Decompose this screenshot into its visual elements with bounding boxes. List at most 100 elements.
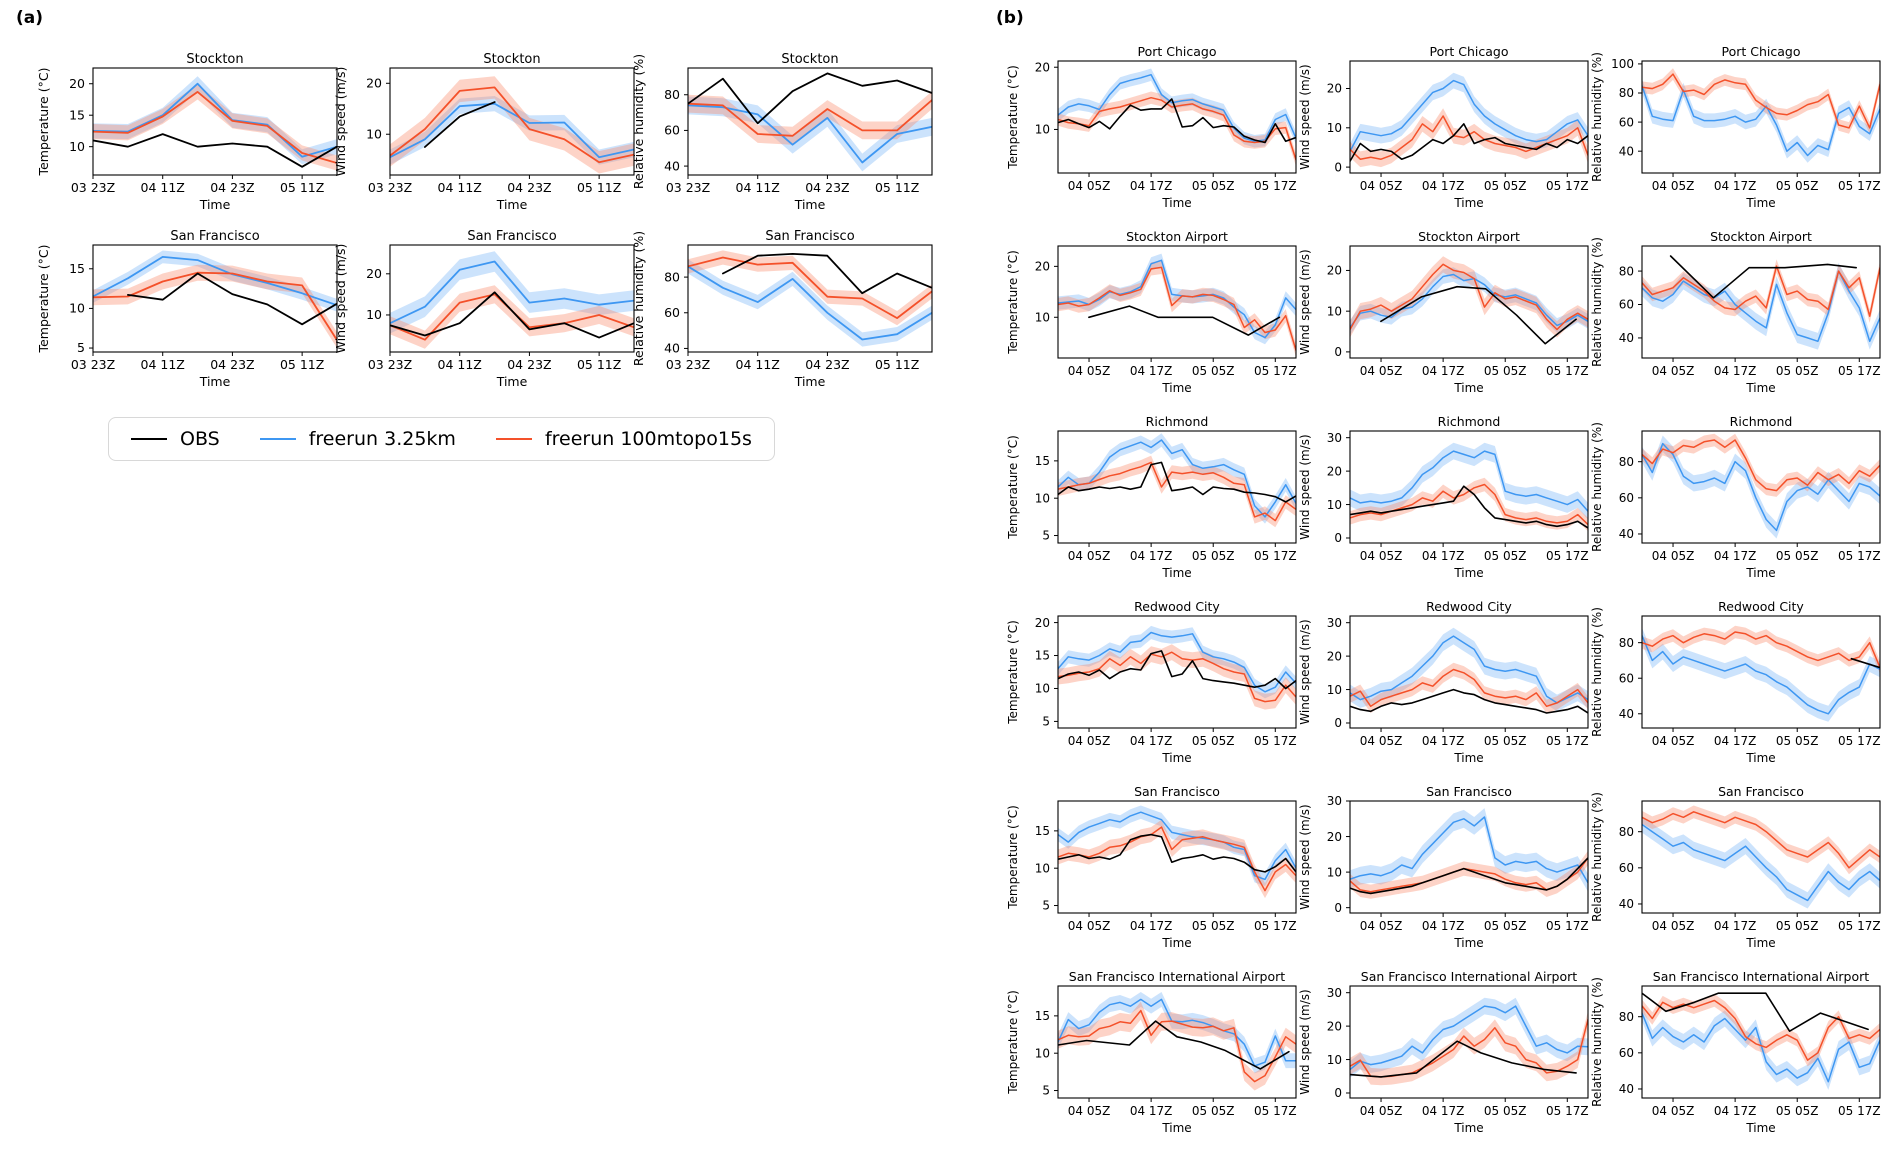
svg-text:30: 30 xyxy=(1327,986,1342,1000)
band-freerun-3.25km xyxy=(390,96,634,165)
svg-text:40: 40 xyxy=(664,341,680,356)
svg-text:05 17Z: 05 17Z xyxy=(1254,919,1297,933)
svg-text:05 05Z: 05 05Z xyxy=(1192,734,1235,748)
svg-text:0: 0 xyxy=(1334,345,1342,359)
svg-text:Temperature (°C): Temperature (°C) xyxy=(1006,805,1020,910)
svg-text:40: 40 xyxy=(1619,707,1634,721)
chart-b-0-1: Port Chicago Wind speed (m/s) 0 10 20 04 05Z 0… xyxy=(1298,44,1589,210)
svg-text:80: 80 xyxy=(1619,1010,1634,1024)
svg-text:40: 40 xyxy=(664,158,680,173)
svg-text:Temperature (°C): Temperature (°C) xyxy=(1006,620,1020,725)
svg-text:04 17Z: 04 17Z xyxy=(1714,179,1757,193)
svg-text:15: 15 xyxy=(1035,649,1050,663)
svg-text:80: 80 xyxy=(1619,86,1634,100)
svg-text:05 05Z: 05 05Z xyxy=(1192,364,1235,378)
band-freerun-100mtopo15s xyxy=(1058,260,1296,357)
svg-text:Relative humidity (%): Relative humidity (%) xyxy=(1590,977,1604,1107)
line-freerun-3.25km xyxy=(1642,1012,1880,1083)
svg-text:03 23Z: 03 23Z xyxy=(71,180,115,195)
svg-text:15: 15 xyxy=(69,107,85,122)
svg-text:20: 20 xyxy=(1327,82,1342,96)
line-freerun-100mtopo15s xyxy=(93,91,337,164)
chart-b-0-0: Port Chicago Temperature (°C) 10 20 04 05Z 04… xyxy=(1006,44,1297,210)
svg-text:05 17Z: 05 17Z xyxy=(1838,1104,1881,1118)
band-freerun-3.25km xyxy=(1642,1005,1880,1090)
svg-text:Time: Time xyxy=(1453,196,1483,210)
svg-text:04 17Z: 04 17Z xyxy=(1422,919,1465,933)
svg-text:04 17Z: 04 17Z xyxy=(1714,734,1757,748)
svg-text:Relative humidity (%): Relative humidity (%) xyxy=(1590,237,1604,367)
band-freerun-3.25km xyxy=(688,96,932,172)
svg-text:05 05Z: 05 05Z xyxy=(1776,364,1819,378)
svg-text:04 23Z: 04 23Z xyxy=(805,357,849,372)
svg-text:04 17Z: 04 17Z xyxy=(1714,1104,1757,1118)
chart-b-0-2: Port Chicago Relative humidity (%) 40 60 80 1… xyxy=(1590,44,1881,210)
line-freerun-100mtopo15s xyxy=(1058,651,1296,703)
line-freerun-100mtopo15s xyxy=(688,256,932,319)
svg-text:Wind speed (m/s): Wind speed (m/s) xyxy=(1298,804,1312,909)
svg-text:05 05Z: 05 05Z xyxy=(1776,919,1819,933)
svg-text:0: 0 xyxy=(1334,531,1342,545)
svg-text:Wind speed (m/s): Wind speed (m/s) xyxy=(1298,989,1312,1094)
svg-text:04 17Z: 04 17Z xyxy=(1130,179,1173,193)
svg-text:04 17Z: 04 17Z xyxy=(1422,364,1465,378)
svg-text:30: 30 xyxy=(1327,616,1342,630)
line-obs xyxy=(1350,857,1588,895)
svg-text:100: 100 xyxy=(1611,57,1634,71)
band-freerun-100mtopo15s xyxy=(1058,1001,1296,1091)
svg-text:San Francisco: San Francisco xyxy=(170,229,259,244)
svg-text:San Francisco: San Francisco xyxy=(765,229,854,244)
svg-text:05 11Z: 05 11Z xyxy=(280,357,324,372)
svg-text:40: 40 xyxy=(1619,144,1634,158)
svg-text:Wind speed (m/s): Wind speed (m/s) xyxy=(1298,64,1312,169)
svg-text:04 05Z: 04 05Z xyxy=(1360,179,1403,193)
line-freerun-3.25km xyxy=(688,104,932,164)
svg-text:San Francisco: San Francisco xyxy=(1718,784,1804,799)
svg-text:04 05Z: 04 05Z xyxy=(1360,364,1403,378)
band-freerun-100mtopo15s xyxy=(1350,477,1588,532)
band-freerun-3.25km xyxy=(1642,78,1880,163)
chart-b-1-1: Stockton Airport Wind speed (m/s) 0 10 20 04 … xyxy=(1298,229,1589,395)
line-freerun-100mtopo15s xyxy=(1642,811,1880,869)
line-freerun-100mtopo15s xyxy=(1642,73,1880,129)
svg-text:10: 10 xyxy=(1035,682,1050,696)
svg-text:20: 20 xyxy=(1327,649,1342,663)
band-freerun-3.25km xyxy=(1642,262,1880,350)
svg-text:04 05Z: 04 05Z xyxy=(1652,1104,1695,1118)
svg-text:05 17Z: 05 17Z xyxy=(1254,364,1297,378)
svg-text:0: 0 xyxy=(1334,1086,1342,1100)
svg-text:04 05Z: 04 05Z xyxy=(1652,734,1695,748)
svg-text:04 05Z: 04 05Z xyxy=(1652,549,1695,563)
svg-text:04 05Z: 04 05Z xyxy=(1068,1104,1111,1118)
line-obs xyxy=(1850,657,1880,669)
line-freerun-100mtopo15s xyxy=(1058,1009,1296,1083)
chart-b-3-1: Redwood City Wind speed (m/s) 0 10 20 30 04 05… xyxy=(1298,599,1589,765)
svg-text:05 05Z: 05 05Z xyxy=(1192,549,1235,563)
band-freerun-3.25km xyxy=(1642,627,1880,722)
band-freerun-100mtopo15s xyxy=(1350,108,1588,168)
svg-text:Relative humidity (%): Relative humidity (%) xyxy=(632,231,646,366)
band-freerun-3.25km xyxy=(1058,68,1296,148)
line-freerun-3.25km xyxy=(93,82,337,158)
svg-text:04 11Z: 04 11Z xyxy=(141,180,185,195)
svg-text:20: 20 xyxy=(69,76,85,91)
svg-text:04 05Z: 04 05Z xyxy=(1068,179,1111,193)
svg-text:Stockton Airport: Stockton Airport xyxy=(1418,229,1520,244)
line-freerun-3.25km xyxy=(1350,816,1588,884)
line-freerun-100mtopo15s xyxy=(688,99,932,137)
line-obs xyxy=(1058,461,1296,503)
band-freerun-3.25km xyxy=(1058,433,1296,524)
legend-label: freerun 100mtopo15s xyxy=(544,428,752,450)
svg-text:0: 0 xyxy=(1334,716,1342,730)
svg-text:05 05Z: 05 05Z xyxy=(1776,179,1819,193)
svg-text:04 17Z: 04 17Z xyxy=(1130,919,1173,933)
svg-text:03 23Z: 03 23Z xyxy=(666,180,710,195)
svg-text:80: 80 xyxy=(1619,825,1634,839)
svg-text:05 17Z: 05 17Z xyxy=(1838,364,1881,378)
svg-text:10: 10 xyxy=(1035,123,1050,137)
svg-text:30: 30 xyxy=(1327,794,1342,808)
svg-text:15: 15 xyxy=(1035,454,1050,468)
svg-text:04 17Z: 04 17Z xyxy=(1130,1104,1173,1118)
svg-text:04 23Z: 04 23Z xyxy=(507,180,551,195)
